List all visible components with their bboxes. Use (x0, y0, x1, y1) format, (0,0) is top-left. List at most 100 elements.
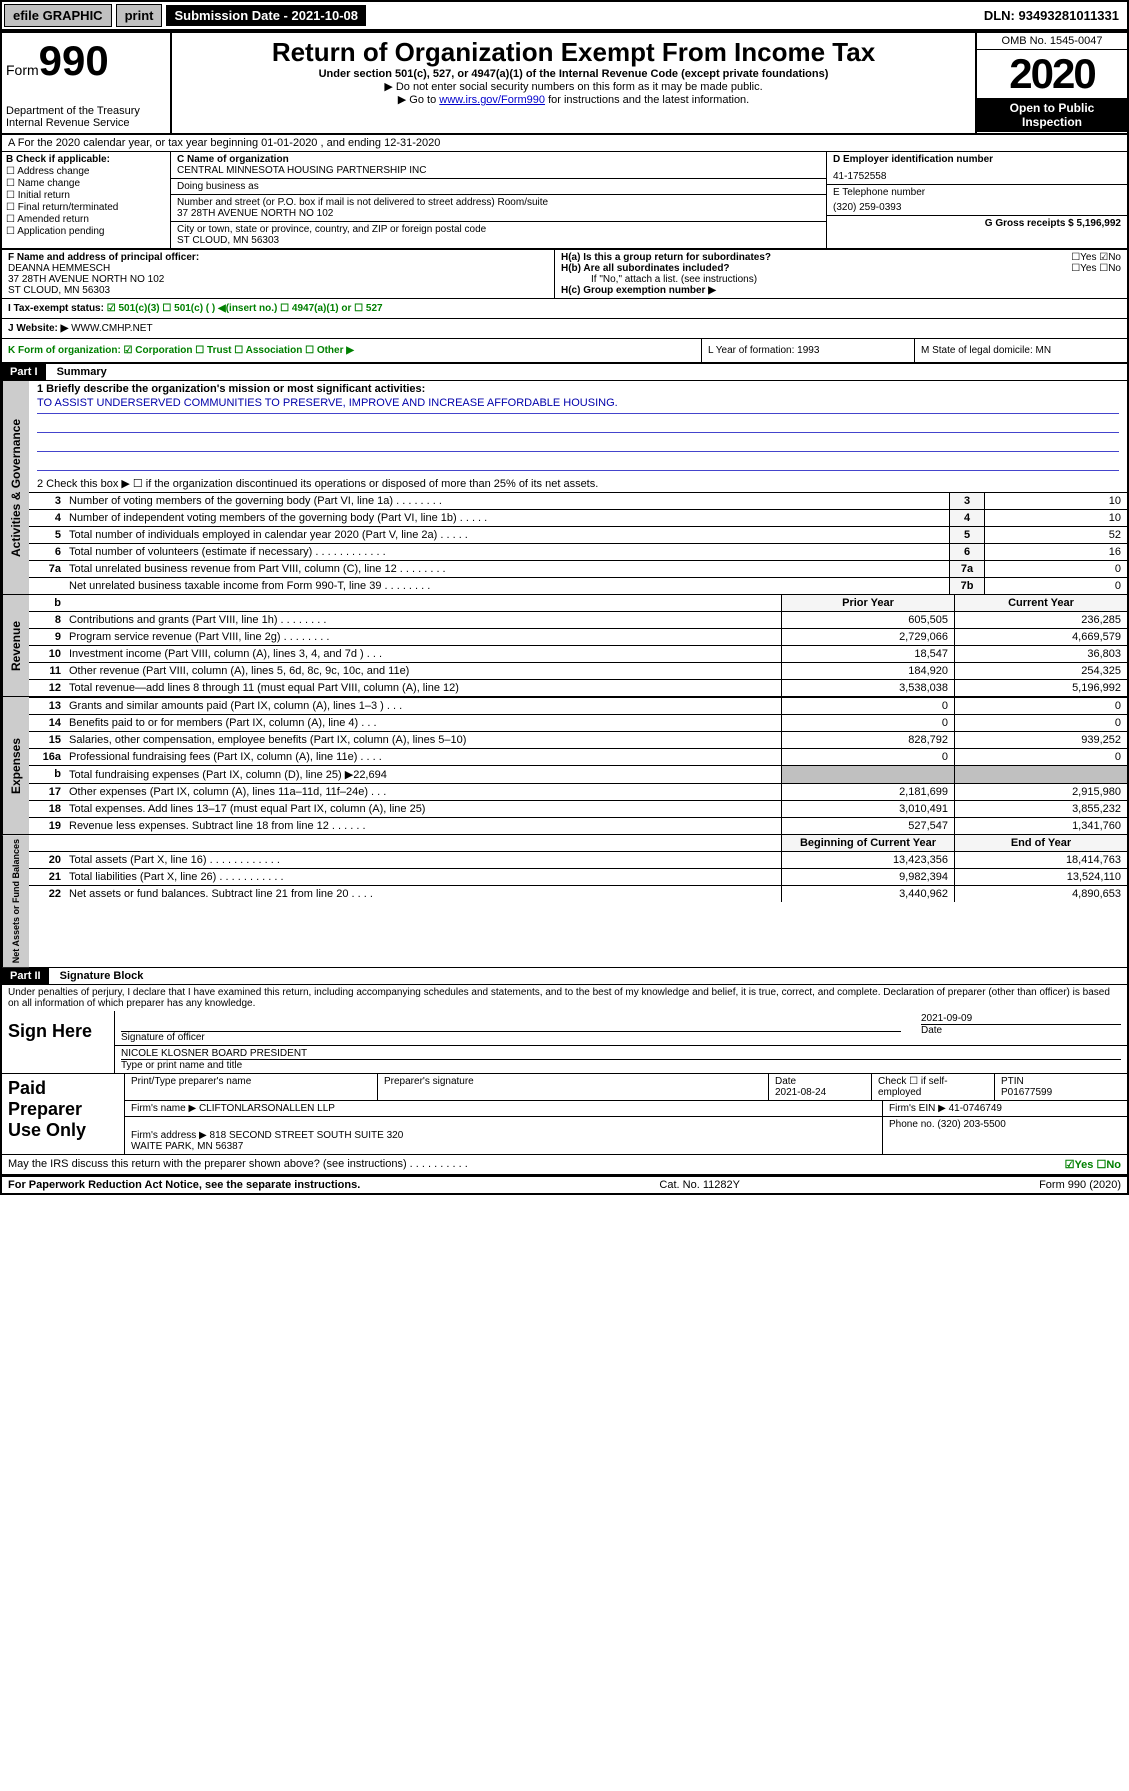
tax-status-row: I Tax-exempt status: ☑ 501(c)(3) ☐ 501(c… (2, 299, 1127, 318)
form-prefix: Form (6, 62, 39, 78)
firm-phone-cell: Phone no. (320) 203-5500 (883, 1117, 1127, 1154)
hb-answer: ☐Yes ☐No (1071, 263, 1121, 274)
omb-number: OMB No. 1545-0047 (977, 33, 1127, 50)
chk-final[interactable]: ☐ Final return/terminated (6, 202, 166, 213)
data-line: 10Investment income (Part VIII, column (… (29, 645, 1127, 662)
tax-year: 2020 (977, 50, 1127, 98)
chk-initial[interactable]: ☐ Initial return (6, 190, 166, 201)
gov-line: 5Total number of individuals employed in… (29, 526, 1127, 543)
gov-line: 3Number of voting members of the governi… (29, 492, 1127, 509)
data-line: 9Program service revenue (Part VIII, lin… (29, 628, 1127, 645)
data-line: 16aProfessional fundraising fees (Part I… (29, 748, 1127, 765)
col-b-label: B Check if applicable: (6, 154, 166, 165)
self-emp-cell: Check ☐ if self-employed (872, 1074, 995, 1100)
data-line: 11Other revenue (Part VIII, column (A), … (29, 662, 1127, 679)
q2-text: 2 Check this box ▶ ☐ if the organization… (37, 471, 1119, 490)
note-1: ▶ Do not enter social security numbers o… (178, 80, 969, 93)
prep-sig-header: Preparer's signature (378, 1074, 769, 1100)
ha-answer: ☐Yes ☑No (1071, 252, 1121, 263)
blank: b (29, 595, 65, 611)
data-line: 13Grants and similar amounts paid (Part … (29, 697, 1127, 714)
firm-name-cell: Firm's name ▶ CLIFTONLARSONALLEN LLP (125, 1101, 883, 1116)
vtab-netassets: Net Assets or Fund Balances (2, 835, 29, 967)
part1-header: Part I (2, 364, 46, 380)
efile-button[interactable]: efile GRAPHIC (4, 4, 112, 27)
submission-date: Submission Date - 2021-10-08 (166, 5, 366, 26)
data-line: bTotal fundraising expenses (Part IX, co… (29, 765, 1127, 783)
data-line: 12Total revenue—add lines 8 through 11 (… (29, 679, 1127, 696)
website-row: J Website: ▶ WWW.CMHP.NET (2, 319, 1127, 338)
department-label: Department of the Treasury Internal Reve… (6, 105, 166, 129)
prior-year-header: Prior Year (781, 595, 954, 611)
hc-label: H(c) Group exemption number ▶ (561, 285, 1121, 296)
sig-date: 2021-09-09 (921, 1013, 1121, 1024)
form-title-block: Return of Organization Exempt From Incom… (172, 33, 975, 133)
dln-number: DLN: 93493281011331 (984, 8, 1125, 23)
ein-block: D Employer identification number 41-1752… (827, 152, 1127, 185)
mission-block: 1 Briefly describe the organization's mi… (29, 381, 1127, 492)
ein-value: 41-1752558 (833, 165, 1121, 182)
gov-line: 7aTotal unrelated business revenue from … (29, 560, 1127, 577)
vtab-governance: Activities & Governance (2, 381, 29, 594)
chk-amended[interactable]: ☐ Amended return (6, 214, 166, 225)
top-toolbar: efile GRAPHIC print Submission Date - 20… (0, 0, 1129, 31)
beg-year-header: Beginning of Current Year (781, 835, 954, 851)
form-id-block: Form990 Department of the Treasury Inter… (2, 33, 172, 133)
chk-pending[interactable]: ☐ Application pending (6, 226, 166, 237)
officer-block: F Name and address of principal officer:… (2, 250, 555, 298)
org-city: ST CLOUD, MN 56303 (177, 235, 820, 246)
irs-link[interactable]: www.irs.gov/Form990 (439, 94, 545, 106)
firm-ein-cell: Firm's EIN ▶ 41-0746749 (883, 1101, 1127, 1116)
h-block: H(a) Is this a group return for subordin… (555, 250, 1127, 298)
data-line: 15Salaries, other compensation, employee… (29, 731, 1127, 748)
end-year-header: End of Year (954, 835, 1127, 851)
data-line: 14Benefits paid to or for members (Part … (29, 714, 1127, 731)
open-public: Open to Public Inspection (977, 98, 1127, 132)
footer-left: For Paperwork Reduction Act Notice, see … (8, 1179, 360, 1191)
form-org-row: K Form of organization: ☑ Corporation ☐ … (2, 339, 701, 362)
gross-receipts: G Gross receipts $ 5,196,992 (833, 218, 1121, 229)
prep-name-header: Print/Type preparer's name (125, 1074, 378, 1100)
data-line: 20Total assets (Part X, line 16) . . . .… (29, 851, 1127, 868)
vtab-expenses: Expenses (2, 697, 29, 834)
mission-text: TO ASSIST UNDERSERVED COMMUNITIES TO PRE… (37, 395, 1119, 414)
discuss-row: May the IRS discuss this return with the… (2, 1155, 1127, 1176)
footer-mid: Cat. No. 11282Y (659, 1179, 740, 1191)
data-line: 19Revenue less expenses. Subtract line 1… (29, 817, 1127, 834)
current-year-header: Current Year (954, 595, 1127, 611)
org-name-block: C Name of organization CENTRAL MINNESOTA… (171, 152, 826, 179)
form-number: 990 (39, 37, 109, 84)
data-line: 22Net assets or fund balances. Subtract … (29, 885, 1127, 902)
data-line: 21Total liabilities (Part X, line 26) . … (29, 868, 1127, 885)
form-footer: For Paperwork Reduction Act Notice, see … (2, 1176, 1127, 1193)
officer-typed-name: NICOLE KLOSNER BOARD PRESIDENT (121, 1048, 1121, 1059)
prep-date-cell: Date2021-08-24 (769, 1074, 872, 1100)
form-title: Return of Organization Exempt From Incom… (178, 37, 969, 68)
officer-addr: 37 28TH AVENUE NORTH NO 102 ST CLOUD, MN… (8, 274, 548, 296)
data-line: 17Other expenses (Part IX, column (A), l… (29, 783, 1127, 800)
sig-date-label: Date (921, 1024, 1121, 1036)
vtab-revenue: Revenue (2, 595, 29, 696)
dba-block: Doing business as (171, 179, 826, 195)
print-button[interactable]: print (116, 4, 163, 27)
chk-address[interactable]: ☐ Address change (6, 166, 166, 177)
firm-addr-cell: Firm's address ▶ 818 SECOND STREET SOUTH… (125, 1117, 883, 1154)
year-formation: L Year of formation: 1993 (701, 339, 914, 362)
year-block: OMB No. 1545-0047 2020 Open to Public In… (975, 33, 1127, 133)
tax-status-opts: ☑ 501(c)(3) ☐ 501(c) ( ) ◀(insert no.) ☐… (107, 303, 383, 314)
org-address: 37 28TH AVENUE NORTH NO 102 (177, 208, 820, 219)
discuss-answer: ☑Yes ☐No (1065, 1158, 1121, 1171)
data-line: 18Total expenses. Add lines 13–17 (must … (29, 800, 1127, 817)
row-a-period: A For the 2020 calendar year, or tax yea… (2, 135, 1127, 152)
gov-line: 4Number of independent voting members of… (29, 509, 1127, 526)
chk-name[interactable]: ☐ Name change (6, 178, 166, 189)
part2-header: Part II (2, 968, 49, 984)
part1-label: Summary (49, 366, 107, 378)
state-domicile: M State of legal domicile: MN (914, 339, 1127, 362)
gross-block: G Gross receipts $ 5,196,992 (827, 216, 1127, 231)
officer-name: DEANNA HEMMESCH (8, 263, 548, 274)
addr-block: Number and street (or P.O. box if mail i… (171, 195, 826, 222)
ptin-cell: PTINP01677599 (995, 1074, 1127, 1100)
sig-officer-label: Signature of officer (121, 1031, 901, 1043)
website-value: WWW.CMHP.NET (71, 323, 152, 334)
